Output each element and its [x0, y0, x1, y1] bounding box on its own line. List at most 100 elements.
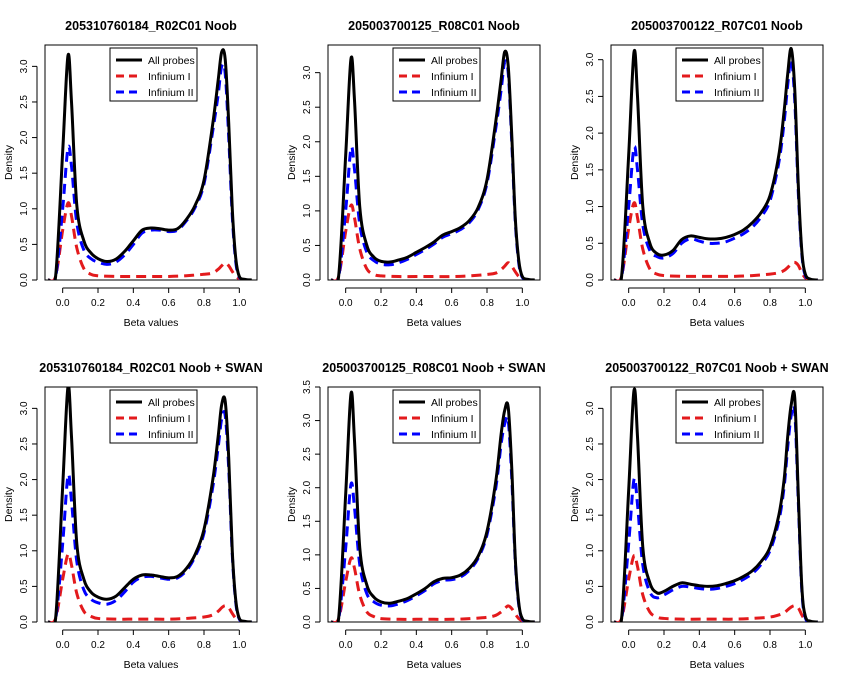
y-tick-label: 2.5 [19, 437, 30, 451]
x-tick-label: 0.4 [126, 298, 140, 309]
y-tick-label: 2.5 [302, 100, 313, 114]
x-axis-label: Beta values [407, 317, 462, 329]
legend-entry: Infinium I [148, 71, 191, 83]
x-axis-label: Beta values [124, 317, 179, 329]
x-tick-label: 0.6 [162, 298, 176, 309]
series-line-all-probes [330, 49, 535, 280]
x-tick-label: 1.0 [798, 298, 812, 309]
y-tick-label: 1.0 [19, 201, 30, 215]
y-tick-label: 3.0 [302, 65, 313, 79]
legend: All probes Infinium I Infinium II [675, 47, 764, 102]
x-tick-label: 0.0 [56, 640, 70, 651]
y-tick-label: 2.5 [585, 89, 596, 103]
panel-title: 205310760184_R02C01 Noob [65, 19, 237, 33]
y-tick-label: 1.0 [585, 199, 596, 213]
legend-entry: All probes [431, 55, 478, 67]
y-tick-label: 0.0 [19, 615, 30, 629]
legend-entry: Infinium I [148, 413, 191, 425]
legend-entry: Infinium II [714, 87, 760, 99]
x-tick-label: 0.2 [91, 640, 105, 651]
legend-entry: All probes [431, 397, 478, 409]
y-tick-label: 1.0 [302, 547, 313, 561]
legend: All probes Infinium I Infinium II [109, 389, 198, 444]
y-axis-label: Density [3, 144, 15, 180]
x-tick-label: 0.6 [445, 640, 459, 651]
y-tick-label: 0.5 [302, 238, 313, 252]
legend-entry: Infinium I [431, 71, 474, 83]
x-axis-label: Beta values [407, 659, 462, 671]
panel-title: 205003700125_R08C01 Noob [348, 19, 520, 33]
panel-title: 205003700125_R08C01 Noob + SWAN [322, 361, 545, 375]
legend-box [675, 47, 764, 102]
legend-entry: All probes [148, 55, 195, 67]
plot-frame [327, 386, 541, 623]
x-tick-label: 0.4 [409, 640, 423, 651]
y-tick-label: 1.5 [585, 508, 596, 522]
plot-frame [610, 386, 824, 623]
y-tick-label: 2.0 [19, 130, 30, 144]
x-tick-label: 0.4 [409, 298, 423, 309]
legend-box [109, 47, 198, 102]
plot-frame [44, 386, 258, 623]
x-axis-label: Beta values [690, 659, 745, 671]
legend-entry: All probes [148, 397, 195, 409]
y-tick-label: 2.5 [585, 437, 596, 451]
legend-entry: Infinium II [431, 429, 477, 441]
legend-box [109, 389, 198, 444]
x-tick-label: 0.0 [622, 640, 636, 651]
series-line-all-probes [47, 48, 252, 280]
x-tick-label: 0.0 [339, 640, 353, 651]
series-line-infinium-ii [47, 410, 252, 622]
series-line-infinium-ii [330, 415, 535, 622]
x-tick-label: 1.0 [798, 640, 812, 651]
y-tick-label: 1.5 [302, 514, 313, 528]
legend-box [392, 47, 481, 102]
x-tick-label: 0.2 [374, 298, 388, 309]
x-tick-label: 0.4 [126, 640, 140, 651]
x-tick-label: 0.8 [763, 640, 777, 651]
y-tick-label: 0.0 [585, 273, 596, 287]
y-tick-label: 0.0 [302, 615, 313, 629]
y-tick-label: 3.5 [302, 380, 313, 394]
y-tick-label: 1.5 [19, 508, 30, 522]
x-tick-label: 1.0 [232, 298, 246, 309]
x-tick-label: 0.2 [374, 640, 388, 651]
y-axis-label: Density [286, 486, 298, 522]
x-tick-label: 0.6 [728, 298, 742, 309]
plot-frame [327, 44, 541, 281]
series-line-infinium-i [613, 553, 818, 622]
y-tick-label: 0.5 [19, 579, 30, 593]
y-tick-label: 1.5 [302, 169, 313, 183]
x-tick-label: 0.8 [197, 640, 211, 651]
legend-box [675, 389, 764, 444]
x-tick-label: 0.4 [692, 640, 706, 651]
legend-entry: Infinium I [714, 413, 757, 425]
y-tick-label: 2.0 [302, 134, 313, 148]
series-line-all-probes [613, 387, 818, 622]
density-panel: 205003700125_R08C01 Noob + SWAN 0.0 0.2 0.4… [286, 361, 546, 671]
density-panel: 205003700122_R07C01 Noob + SWAN 0.0 0.2 0.4… [569, 361, 829, 671]
panel-title: 205310760184_R02C01 Noob + SWAN [39, 361, 262, 375]
legend-entry: All probes [714, 55, 761, 67]
y-tick-label: 2.0 [585, 126, 596, 140]
density-panel: 205310760184_R02C01 Noob 0.0 0.2 0.4 0.6 0.8 1… [3, 19, 258, 329]
y-axis-label: Density [569, 144, 581, 180]
panel-title: 205003700122_R07C01 Noob + SWAN [605, 361, 828, 375]
legend: All probes Infinium I Infinium II [392, 389, 481, 444]
y-tick-label: 0.0 [19, 273, 30, 287]
x-tick-label: 0.8 [197, 298, 211, 309]
x-tick-label: 0.2 [657, 298, 671, 309]
y-tick-label: 1.5 [585, 162, 596, 176]
x-tick-label: 0.6 [728, 640, 742, 651]
legend-box [392, 389, 481, 444]
legend-entry: Infinium II [431, 87, 477, 99]
legend: All probes Infinium I Infinium II [675, 389, 764, 444]
y-tick-label: 0.5 [19, 237, 30, 251]
legend-entry: Infinium II [148, 429, 194, 441]
y-tick-label: 0.0 [302, 273, 313, 287]
density-panel: 205310760184_R02C01 Noob + SWAN 0.0 0.2 0.4… [3, 361, 263, 671]
x-tick-label: 1.0 [515, 640, 529, 651]
plot-frame [610, 44, 824, 281]
legend-entry: Infinium I [714, 71, 757, 83]
x-tick-label: 0.4 [692, 298, 706, 309]
